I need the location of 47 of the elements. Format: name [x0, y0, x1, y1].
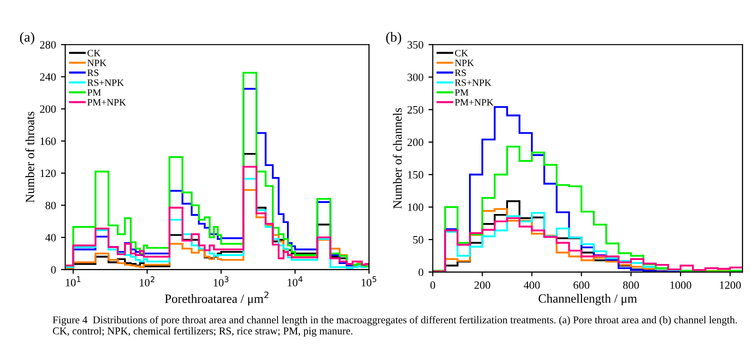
- legend-label: RS+NPK: [454, 79, 492, 86]
- x-tick-label: 200: [474, 281, 490, 289]
- y-tick-label: 100: [408, 204, 424, 212]
- x-tick-label: 400: [524, 281, 540, 289]
- y-tick-label: 0: [51, 266, 56, 274]
- legend-label: PM: [454, 89, 468, 96]
- chart-title: (a): [20, 32, 34, 45]
- x-tick-label: 1000: [670, 281, 692, 289]
- legend-label: NPK: [454, 60, 474, 66]
- y-tick-label: 0: [418, 268, 424, 276]
- x-tick-label: 0: [430, 281, 436, 289]
- y-tick-label: 150: [408, 171, 424, 179]
- x-axis-title: Channellength / μm: [538, 294, 637, 306]
- legend-label: NPK: [87, 60, 106, 66]
- x-tick-label: 10$^{1}$: [66, 276, 80, 286]
- chart-title: (b): [386, 32, 402, 45]
- x-tick-label: 10$^{3}$: [214, 276, 228, 286]
- legend-label: CK: [88, 50, 101, 56]
- legend-label: RS+NPK: [87, 79, 124, 86]
- y-tick-label: 240: [40, 73, 56, 81]
- legend-label: PM: [87, 89, 101, 96]
- y-tick-label: 250: [408, 106, 424, 114]
- y-tick-label: 80: [46, 202, 56, 210]
- y-tick-label: 280: [40, 41, 56, 49]
- x-tick-label: 800: [623, 281, 639, 289]
- legend-label: PM+NPK: [87, 99, 126, 106]
- y-tick-label: 160: [40, 137, 56, 145]
- y-tick-label: 200: [408, 138, 424, 146]
- x-axis-title: Porethroatarea / μm$^{2}$: [164, 292, 268, 306]
- legend-label: RS: [87, 70, 98, 76]
- x-tick-label: 10$^{4}$: [288, 276, 303, 286]
- legend-label: CK: [455, 50, 468, 56]
- x-tick-label: 10$^{5}$: [362, 276, 376, 286]
- y-axis-title: Number of throats: [25, 112, 34, 203]
- caption: Figure 4 Distributions of pore throat area and channel length in the macroaggregates of different fertilization treatments. (a) Pore throat area and (b) channel length. CK, control; NPK, chemical fertilizers; RS, rice straw; PM, pig manure.: [52, 316, 737, 337]
- legend-label: RS: [454, 70, 466, 76]
- legend-label: PM+NPK: [454, 99, 494, 106]
- y-tick-label: 350: [408, 41, 424, 49]
- x-tick-label: 1200: [720, 281, 741, 289]
- y-axis-title: Number of channels: [392, 108, 402, 209]
- y-tick-label: 120: [40, 170, 56, 178]
- y-tick-label: 40: [45, 234, 56, 242]
- x-tick-label: 10$^{2}$: [140, 276, 154, 286]
- y-tick-label: 50: [413, 236, 424, 244]
- y-tick-label: 300: [408, 74, 424, 82]
- y-tick-label: 200: [40, 105, 56, 113]
- x-tick-label: 600: [574, 281, 590, 289]
